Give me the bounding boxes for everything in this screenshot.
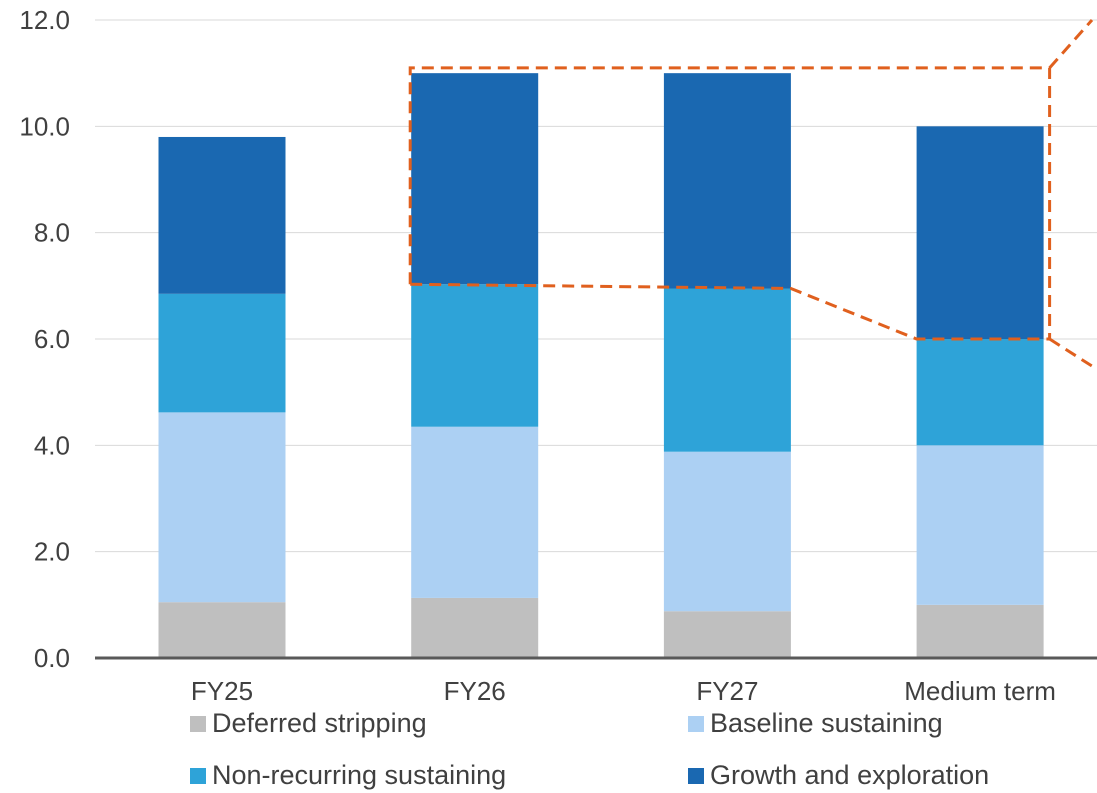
y-tick-label: 0.0 [34, 643, 70, 673]
zoom-annotation [408, 19, 1096, 370]
legend-item-growth-and-exploration: Growth and exploration [688, 760, 989, 791]
y-tick-label: 6.0 [34, 324, 70, 354]
y-tick-label: 2.0 [34, 537, 70, 567]
legend-item-non-recurring-sustaining: Non-recurring sustaining [190, 760, 506, 791]
bars [158, 73, 1044, 658]
legend-label: Deferred stripping [212, 708, 427, 738]
x-axis-categories: FY25 FY26 FY27 Medium term [191, 676, 1056, 706]
bar-segment [663, 73, 791, 289]
legend-swatch-icon [688, 715, 704, 732]
legend-label: Growth and exploration [710, 760, 990, 790]
y-tick-label: 12.0 [19, 5, 70, 35]
bar-segment [916, 445, 1044, 605]
y-tick-label: 4.0 [34, 430, 70, 460]
bar-segment [158, 602, 286, 658]
legend-swatch-icon [190, 767, 206, 784]
legend-label: Baseline sustaining [710, 708, 943, 738]
x-category-label: FY25 [191, 676, 253, 706]
legend-item-baseline-sustaining: Baseline sustaining [688, 708, 943, 739]
x-category-label: Medium term [904, 676, 1056, 706]
bar-segment [663, 611, 791, 658]
annotation-boundary-line [410, 282, 1050, 341]
bar-segment [411, 73, 539, 285]
bar-segment [158, 136, 286, 294]
legend-item-deferred-stripping: Deferred stripping [190, 708, 427, 739]
annotation-box-outline [408, 66, 1052, 339]
bar-segment [916, 126, 1044, 339]
x-category-label: FY26 [444, 676, 506, 706]
legend-swatch-icon [688, 767, 704, 784]
bar-segment [411, 597, 539, 658]
annotation-connector-top [1048, 19, 1094, 69]
bar-segment [158, 293, 286, 413]
legend: Deferred stripping Baseline sustaining N… [0, 708, 1097, 793]
annotation-connector-bottom [1048, 337, 1096, 370]
legend-swatch-icon [190, 715, 206, 732]
x-category-label: FY27 [696, 676, 758, 706]
y-axis-ticks: 0.0 2.0 4.0 6.0 8.0 10.0 12.0 [19, 5, 70, 673]
bar-segment [663, 288, 791, 452]
y-tick-label: 8.0 [34, 218, 70, 248]
bar-segment [663, 451, 791, 612]
bar-segment [916, 604, 1044, 658]
bar-segment [158, 412, 286, 603]
bar-segment [916, 339, 1044, 446]
legend-label: Non-recurring sustaining [212, 760, 507, 790]
bar-segment [411, 426, 539, 598]
y-tick-label: 10.0 [19, 111, 70, 141]
bar-segment [411, 284, 539, 427]
